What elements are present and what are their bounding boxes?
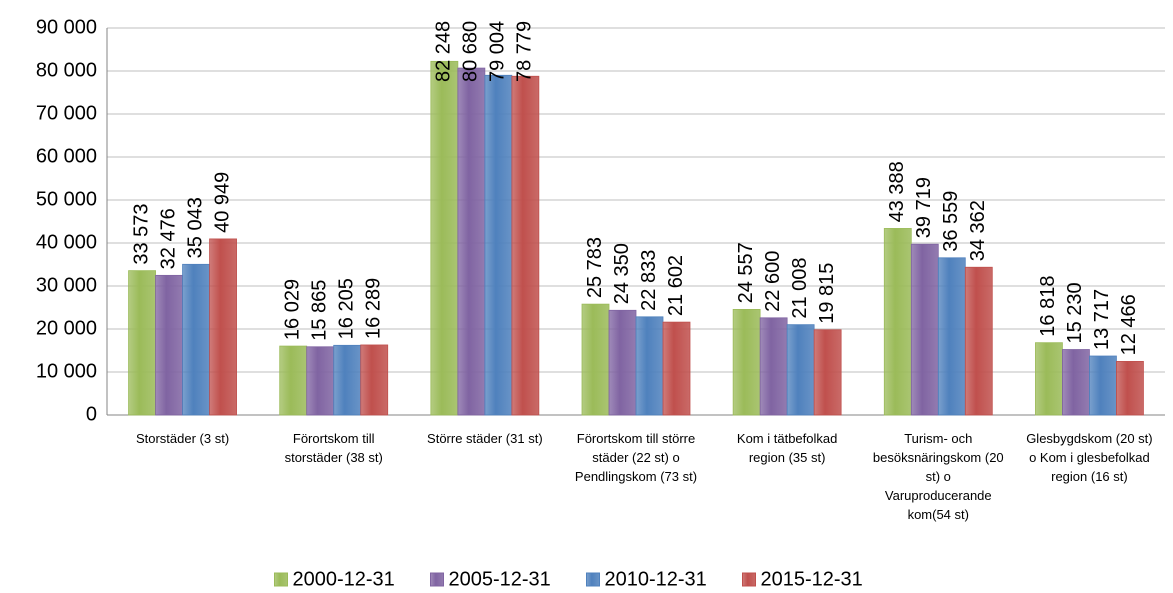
y-tick-label: 80 000	[36, 59, 97, 81]
data-label: 79 004	[487, 21, 509, 82]
bar	[430, 60, 459, 416]
legend-label: 2000-12-31	[293, 568, 395, 590]
y-tick-label: 10 000	[36, 360, 97, 382]
bar	[608, 309, 637, 416]
bar	[662, 321, 691, 416]
bar	[279, 345, 308, 416]
legend-swatch	[274, 572, 288, 587]
legend-swatch	[742, 572, 756, 587]
bar	[333, 344, 362, 416]
bar	[360, 344, 389, 416]
y-tick-label: 70 000	[36, 102, 97, 124]
data-label: 36 559	[940, 191, 962, 252]
bar	[484, 74, 513, 416]
bar	[1116, 360, 1144, 416]
data-label: 19 815	[816, 263, 838, 324]
data-label: 13 717	[1091, 289, 1113, 350]
bar	[937, 257, 966, 416]
bar	[581, 303, 610, 416]
data-label: 35 043	[184, 197, 206, 258]
bar	[813, 329, 842, 416]
data-label: 21 008	[789, 257, 811, 318]
x-tick-label: Förortskom till storstäder (38 st)	[284, 431, 383, 465]
bar	[964, 266, 993, 416]
data-label: 16 289	[362, 278, 384, 339]
bar	[128, 270, 156, 416]
data-label: 34 362	[967, 200, 989, 261]
y-tick-label: 50 000	[36, 188, 97, 210]
bar	[635, 316, 664, 416]
data-label: 40 949	[211, 172, 233, 233]
data-label: 32 476	[157, 208, 179, 269]
y-tick-label: 90 000	[36, 16, 97, 38]
x-tick-label: Kom i tätbefolkad region (35 st)	[736, 431, 838, 465]
data-label: 25 783	[584, 237, 606, 298]
legend-swatch	[430, 572, 444, 587]
bar	[209, 238, 237, 416]
bar	[306, 346, 335, 416]
data-label: 39 719	[913, 177, 935, 238]
x-tick-label: Storstäder (3 st)	[135, 431, 230, 446]
legend-swatch	[586, 572, 600, 587]
x-tick-label: Förortskom till större städer (22 st) o …	[574, 431, 698, 484]
bar	[182, 263, 210, 416]
bar	[910, 243, 939, 416]
y-tick-label: 30 000	[36, 274, 97, 296]
legend-label: 2010-12-31	[605, 568, 707, 590]
x-tick-label: Turism- och besöksnäringskom (20 st) o V…	[872, 431, 1004, 522]
legend-label: 2005-12-31	[449, 568, 551, 590]
data-label: 78 779	[514, 21, 536, 82]
bar	[759, 317, 788, 416]
data-label: 15 230	[1064, 282, 1086, 343]
data-label: 21 602	[665, 255, 687, 316]
bar	[786, 324, 815, 416]
bar	[1035, 342, 1063, 416]
bar	[511, 75, 540, 416]
data-label: 16 818	[1037, 276, 1059, 337]
data-label: 12 466	[1118, 294, 1140, 355]
data-label: 43 388	[886, 161, 908, 222]
bar	[883, 228, 912, 416]
data-label: 24 350	[611, 243, 633, 304]
bar	[1089, 355, 1117, 416]
data-label: 80 680	[460, 21, 482, 82]
bar	[1062, 349, 1090, 416]
data-label: 15 865	[308, 280, 330, 341]
y-tick-label: 0	[86, 403, 97, 425]
y-tick-label: 20 000	[36, 317, 97, 339]
data-label: 16 029	[281, 279, 303, 340]
x-tick-label: Glesbygdskom (20 st) o Kom i glesbefolka…	[1026, 431, 1153, 484]
y-tick-label: 40 000	[36, 231, 97, 253]
data-label: 24 557	[735, 242, 757, 303]
bar	[155, 274, 183, 416]
y-tick-label: 60 000	[36, 145, 97, 167]
legend-label: 2015-12-31	[761, 568, 863, 590]
bar	[732, 309, 761, 416]
bar	[457, 67, 486, 416]
data-label: 22 600	[762, 251, 784, 312]
data-label: 82 248	[433, 21, 455, 82]
data-label: 22 833	[638, 250, 660, 311]
x-tick-label: Större städer (31 st)	[427, 431, 543, 446]
data-label: 33 573	[130, 203, 152, 264]
data-label: 16 205	[335, 278, 357, 339]
